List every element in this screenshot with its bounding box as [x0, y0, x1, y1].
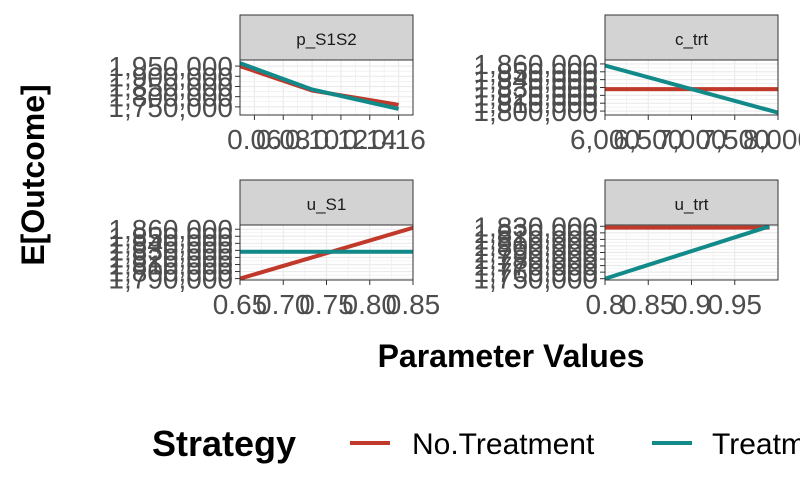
series-line-treatment [605, 63, 778, 115]
x-tick-label: 0.8 [586, 289, 625, 320]
legend-title: Strategy [152, 423, 296, 464]
x-tick-label: 8,000 [743, 124, 800, 155]
panels: p_S1S21,750,0001,800,0001,850,0001,900,0… [108, 14, 800, 320]
x-tick-label: 0.14 [343, 124, 398, 155]
x-tick-label: 0.65 [213, 289, 268, 320]
panel-u_S1: u_S1 1,790,0001,800,0001,810,0001,820,000… [108, 179, 441, 320]
x-tick-label: 6,500 [613, 124, 683, 155]
y-tick-label: 1,850,000 [473, 57, 598, 88]
y-tick-label: 1,830,000 [473, 73, 598, 104]
facet-strip [239, 179, 414, 226]
x-tick-label: 0.75 [299, 289, 354, 320]
y-tick-label: 1,860,000 [473, 49, 598, 80]
panel-border [239, 59, 414, 116]
y-tick-label: 1,810,000 [473, 88, 598, 119]
y-tick-label: 1,830,000 [108, 235, 233, 266]
x-tick-label: 0.10 [285, 124, 340, 155]
y-tick-label: 1,850,000 [108, 71, 233, 102]
facet-strip [604, 179, 779, 226]
y-tick-label: 1,860,000 [108, 214, 233, 245]
y-tick-label: 1,800,000 [473, 231, 598, 262]
x-tick-label: 0.06 [227, 124, 282, 155]
y-tick-label: 1,800,000 [108, 257, 233, 288]
y-tick-label: 1,800,000 [473, 96, 598, 127]
series-line-treatment [240, 61, 400, 111]
x-tick-label: 0.08 [256, 124, 311, 155]
y-tick-label: 1,770,000 [473, 251, 598, 282]
y-tick-label: 1,810,000 [108, 249, 233, 280]
x-tick-label: 0.80 [343, 289, 398, 320]
facet-strip-label: u_S1 [307, 195, 347, 214]
x-tick-label: 0.9 [672, 289, 711, 320]
y-tick-label: 1,840,000 [108, 228, 233, 259]
x-tick-label: 0.85 [386, 289, 441, 320]
y-tick-label: 1,900,000 [108, 61, 233, 92]
x-tick-label: 7,500 [700, 124, 770, 155]
facet-strip-label: p_S1S2 [296, 30, 357, 49]
facet-strip [604, 14, 779, 61]
y-tick-label: 1,830,000 [473, 211, 598, 242]
y-tick-label: 1,850,000 [108, 221, 233, 252]
legend-label-no-treatment: No.Treatment [412, 428, 595, 461]
y-tick-label: 1,790,000 [108, 264, 233, 295]
facet-strip-label: c_trt [675, 30, 708, 49]
y-tick-label: 1,760,000 [473, 257, 598, 288]
x-tick-label: 0.95 [708, 289, 763, 320]
y-tick-label: 1,750,000 [108, 92, 233, 123]
x-tick-label: 0.85 [621, 289, 676, 320]
x-tick-label: 0.16 [371, 124, 426, 155]
panel-c_trt: c_trt 1,800,0001,810,0001,820,0001,830,00… [473, 14, 800, 155]
y-tick-label: 1,840,000 [473, 65, 598, 96]
y-tick-label: 1,820,000 [473, 218, 598, 249]
legend-label-treatment: Treatment [712, 428, 800, 461]
y-tick-label: 1,780,000 [473, 244, 598, 275]
y-tick-label: 1,810,000 [473, 224, 598, 255]
y-tick-label: 1,750,000 [473, 264, 598, 295]
panel-p_S1S2: p_S1S2 1,750,0001,800,0001,850,0001,900,0… [108, 14, 426, 155]
x-tick-label: 0.70 [256, 289, 311, 320]
legend: Strategy No.Treatment Treatment [152, 423, 800, 464]
panel-u_trt: u_trt 1,750,0001,760,0001,770,0001,780,00… [473, 179, 779, 320]
y-axis-label: E[Outcome] [15, 84, 51, 265]
x-tick-label: 6,000 [570, 124, 640, 155]
y-tick-label: 1,950,000 [108, 51, 233, 82]
y-tick-label: 1,820,000 [108, 242, 233, 273]
facet-strip-label: u_trt [674, 195, 708, 214]
y-tick-label: 1,820,000 [473, 80, 598, 111]
y-tick-label: 1,790,000 [473, 238, 598, 269]
series-line-treatment [605, 225, 771, 280]
x-tick-label: 7,000 [656, 124, 726, 155]
x-tick-label: 0.12 [314, 124, 369, 155]
facet-strip [239, 14, 414, 61]
x-axis-label: Parameter Values [378, 338, 645, 374]
y-tick-label: 1,800,000 [108, 82, 233, 113]
